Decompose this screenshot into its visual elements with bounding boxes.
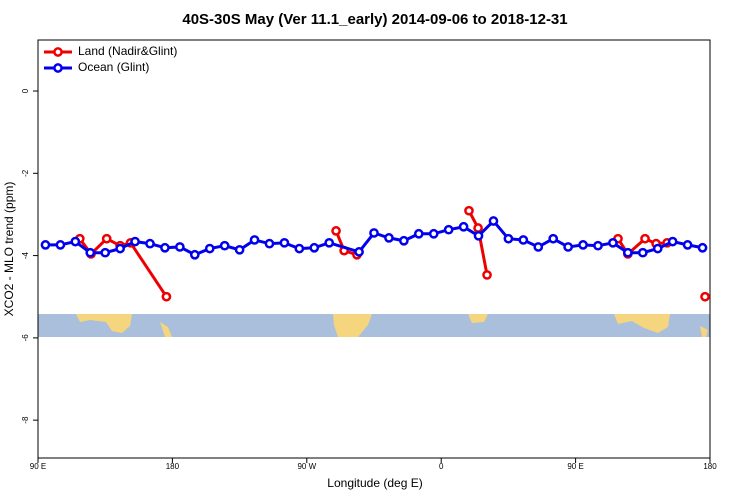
point <box>458 221 469 232</box>
x-tick-label: 90 W <box>297 462 316 471</box>
point <box>593 240 603 251</box>
point <box>548 233 559 244</box>
point <box>640 233 650 244</box>
point <box>413 228 424 239</box>
point <box>518 235 529 245</box>
legend-label: Ocean (Glint) <box>78 60 149 74</box>
point <box>473 223 483 233</box>
point <box>354 247 364 257</box>
legend-marker <box>53 63 63 73</box>
x-tick-label: 180 <box>703 462 717 471</box>
y-axis-label: XCO2 - MLO trend (ppm) <box>2 182 16 317</box>
point <box>279 237 290 248</box>
point <box>234 244 245 255</box>
point <box>682 240 693 250</box>
point <box>563 242 573 252</box>
x-tick-label: 0 <box>439 462 444 471</box>
point <box>399 235 409 246</box>
y-tick-label: 0 <box>21 88 30 93</box>
point <box>189 249 200 260</box>
point <box>623 247 633 258</box>
plot-frame <box>37 39 711 459</box>
point <box>160 242 170 253</box>
point <box>130 236 140 247</box>
point <box>309 242 320 253</box>
point <box>101 233 112 244</box>
chart-title: 40S-30S May (Ver 11.1_early) 2014-09-06 … <box>182 11 567 28</box>
point <box>40 240 51 250</box>
point <box>175 242 185 252</box>
point <box>652 243 663 254</box>
point <box>249 235 260 245</box>
point <box>464 205 474 216</box>
y-tick-label: -6 <box>21 334 30 342</box>
point <box>294 243 305 254</box>
point <box>608 237 618 248</box>
point <box>331 226 341 236</box>
point <box>488 216 499 226</box>
x-tick-label: 90 E <box>567 462 583 471</box>
series-line <box>80 211 705 297</box>
point <box>100 247 111 258</box>
point <box>667 236 678 247</box>
point <box>264 238 275 249</box>
legend-marker <box>53 47 63 57</box>
point <box>473 230 484 241</box>
point <box>145 238 155 249</box>
point <box>443 224 454 235</box>
x-tick-label: 180 <box>166 462 180 471</box>
y-tick-label: -2 <box>21 169 30 177</box>
point <box>55 240 66 250</box>
point <box>85 247 96 258</box>
map-strip <box>38 314 710 337</box>
y-tick-label: -4 <box>21 251 30 259</box>
y-tick-label: -8 <box>21 416 30 424</box>
point <box>533 242 544 252</box>
point <box>697 242 708 253</box>
point <box>578 240 588 250</box>
point <box>637 247 648 258</box>
x-tick-label: 90 E <box>30 462 46 471</box>
point <box>503 233 514 244</box>
series-line <box>45 218 703 257</box>
point <box>428 228 439 239</box>
x-axis-label: Longitude (deg E) <box>327 476 422 490</box>
point <box>369 228 379 238</box>
point <box>700 291 710 302</box>
point <box>482 270 492 280</box>
point <box>161 291 172 302</box>
point <box>384 233 394 243</box>
point <box>115 243 125 254</box>
point <box>324 237 335 248</box>
point <box>219 240 230 251</box>
point <box>70 236 81 247</box>
legend-label: Land (Nadir&Glint) <box>78 44 177 58</box>
point <box>204 243 215 254</box>
